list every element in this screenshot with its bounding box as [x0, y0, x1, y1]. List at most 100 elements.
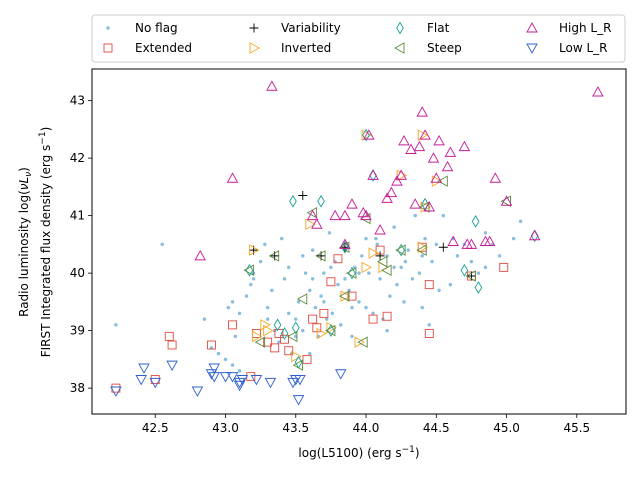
y-axis-label-line1: Radio luminosity log(νLν)	[17, 167, 34, 317]
legend-label: Extended	[135, 41, 192, 55]
data-point	[444, 146, 457, 157]
data-point	[434, 242, 438, 247]
data-point	[244, 294, 249, 298]
legend-label: Inverted	[281, 41, 331, 55]
data-point	[465, 270, 476, 282]
x-tick-label: 42.5	[142, 421, 169, 435]
x-axis-ticks: 42.5 43.0 43.5 44.0 44.5 45.0 45.5	[142, 414, 590, 435]
data-point	[315, 250, 326, 262]
data-point	[291, 350, 302, 363]
data-point	[413, 140, 426, 152]
data-point	[282, 277, 287, 281]
data-point	[362, 128, 370, 142]
data-point	[294, 375, 306, 386]
data-point	[194, 249, 206, 261]
data-point	[360, 209, 372, 221]
data-point	[424, 280, 434, 290]
y-tick-label: 41	[70, 209, 85, 223]
legend-entry: Variability	[249, 21, 341, 35]
data-point	[274, 329, 284, 338]
data-point	[375, 242, 379, 247]
x-tick-label: 45.5	[563, 421, 590, 435]
data-point	[251, 277, 256, 281]
y-tick-label: 43	[70, 94, 85, 108]
data-point	[382, 311, 392, 321]
data-point	[339, 209, 351, 221]
legend-marker	[526, 22, 538, 33]
data-point	[423, 236, 427, 241]
data-point	[455, 254, 460, 258]
data-point	[277, 340, 281, 344]
data-point	[268, 250, 280, 262]
data-point	[357, 300, 361, 304]
data-point	[385, 186, 398, 198]
data-point	[339, 238, 351, 249]
data-point	[329, 265, 333, 270]
data-point	[298, 191, 308, 200]
data-point	[398, 134, 410, 146]
data-point	[381, 192, 393, 203]
data-point	[417, 241, 429, 254]
legend-label: High L_R	[559, 21, 611, 35]
data-point	[367, 169, 379, 180]
data-point	[437, 288, 441, 293]
data-point	[226, 305, 231, 310]
data-point	[368, 314, 378, 324]
data-point	[403, 259, 408, 264]
data-point	[230, 363, 235, 367]
data-point	[592, 86, 604, 97]
legend-entry: No flag	[106, 21, 178, 35]
data-point	[395, 244, 406, 256]
data-point	[292, 395, 305, 406]
data-point	[233, 334, 238, 339]
data-point	[395, 282, 399, 287]
data-point	[419, 129, 431, 140]
data-point	[263, 337, 273, 347]
data-point	[417, 271, 422, 275]
data-point	[202, 317, 207, 321]
legend-entry: High L_R	[526, 21, 611, 35]
data-point	[250, 375, 263, 386]
data-point	[249, 244, 260, 256]
data-point	[336, 282, 340, 287]
legend-marker	[103, 43, 113, 53]
data-point	[287, 265, 291, 270]
data-point	[395, 169, 407, 180]
data-point	[500, 195, 513, 206]
data-point	[114, 323, 118, 327]
data-point	[476, 271, 481, 275]
data-point	[371, 311, 375, 316]
data-point	[376, 255, 388, 268]
data-point	[301, 254, 305, 258]
x-tick-label: 43.5	[282, 421, 309, 435]
data-point	[465, 238, 478, 249]
x-tick-label: 43.0	[212, 421, 239, 435]
data-point	[270, 343, 280, 353]
data-point	[317, 194, 325, 208]
data-point	[357, 271, 361, 275]
data-point	[287, 330, 298, 343]
data-point	[339, 323, 343, 327]
legend-label: Variability	[281, 21, 341, 35]
series-high-l-r	[194, 80, 604, 261]
data-point	[417, 129, 429, 141]
data-point	[263, 324, 274, 337]
data-point	[427, 152, 440, 163]
data-point	[306, 206, 318, 219]
data-point	[292, 359, 304, 371]
data-point	[291, 321, 300, 335]
legend-entries: No flag Variability Flat High L_R Extended In…	[103, 21, 611, 55]
data-point	[471, 215, 480, 228]
data-point	[378, 277, 382, 281]
data-point	[306, 209, 319, 221]
data-point	[110, 386, 122, 397]
data-point	[438, 242, 448, 252]
data-point	[469, 259, 474, 264]
data-point	[361, 129, 372, 141]
data-point	[458, 140, 471, 152]
data-point	[419, 201, 430, 213]
data-point	[284, 346, 294, 356]
data-point	[310, 248, 315, 252]
data-point	[316, 327, 327, 340]
